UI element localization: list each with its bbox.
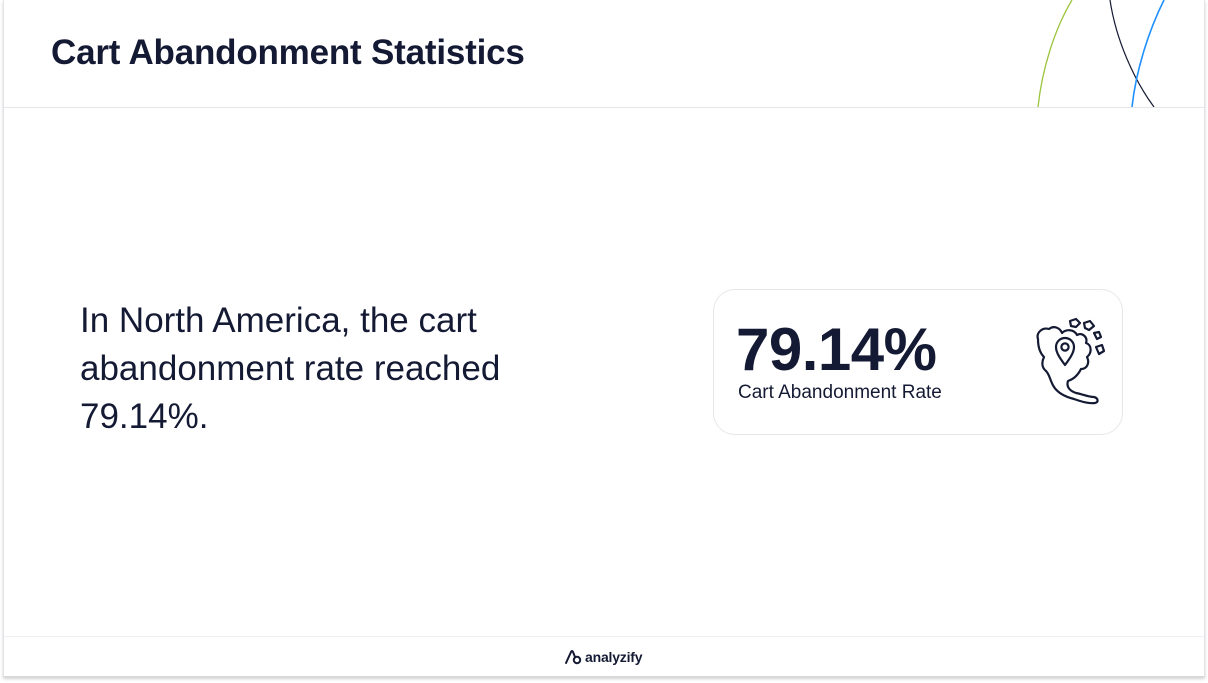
stat-value: 79.14% bbox=[736, 316, 937, 383]
decorative-curves bbox=[1037, 0, 1165, 107]
page-title: Cart Abandonment Statistics bbox=[51, 33, 525, 72]
brand: analyzify bbox=[564, 647, 643, 667]
analyzify-logo-icon bbox=[565, 650, 582, 665]
dark-curve bbox=[1109, 0, 1155, 107]
brand-name: analyzify bbox=[585, 649, 643, 665]
blue-curve bbox=[1131, 0, 1165, 107]
slide-header: Cart Abandonment Statistics bbox=[4, 0, 1204, 108]
slide: Cart Abandonment Statistics In North Ame… bbox=[3, 0, 1205, 677]
stat-label: Cart Abandonment Rate bbox=[738, 382, 942, 403]
north-america-map-pin-icon bbox=[1036, 317, 1106, 405]
stat-card: 79.14% Cart Abandonment Rate bbox=[713, 289, 1123, 435]
green-curve bbox=[1037, 0, 1073, 107]
body-text: In North America, the cart abandonment r… bbox=[80, 301, 501, 436]
slide-footer: analyzify bbox=[4, 636, 1204, 676]
